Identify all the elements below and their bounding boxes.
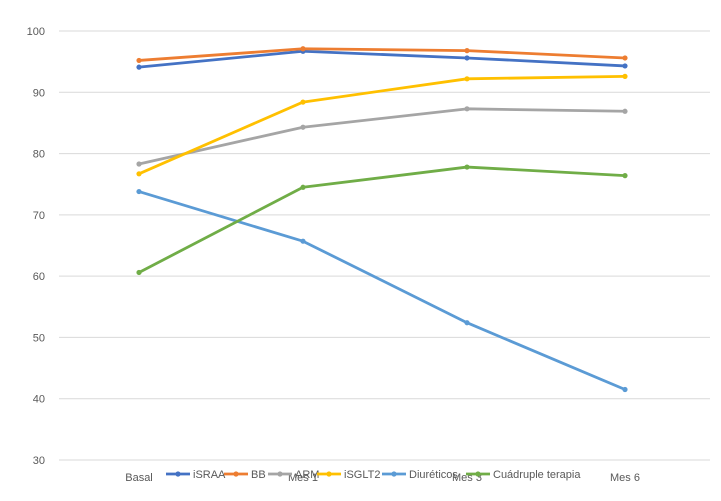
legend-item: BB — [224, 469, 266, 481]
data-point — [464, 164, 470, 170]
y-tick-label: 40 — [33, 394, 45, 406]
data-point — [464, 320, 470, 326]
y-tick-label: 50 — [33, 332, 45, 344]
data-point — [622, 73, 628, 79]
series-line-1 — [137, 47, 627, 62]
data-point — [136, 57, 142, 64]
legend-marker-icon — [475, 471, 481, 477]
legend-item: iSRAA — [166, 469, 226, 481]
data-point — [464, 48, 470, 54]
legend-marker-icon — [175, 471, 181, 477]
legend-item: Cuádruple terapia — [466, 469, 581, 481]
gridlines — [59, 30, 710, 461]
data-point — [622, 386, 628, 393]
data-point — [464, 76, 470, 82]
legend: iSRAA BB ARM iSGLT2 Diuréticos Cuádruple tera… — [166, 469, 581, 481]
y-tick-label: 100 — [27, 26, 45, 38]
data-point — [622, 55, 628, 61]
data-point — [622, 108, 628, 114]
data-point — [136, 161, 142, 167]
data-point — [136, 269, 142, 276]
x-tick-label: Mes 6 — [610, 472, 640, 484]
legend-marker-icon — [233, 471, 239, 477]
series-line-3 — [137, 74, 627, 176]
legend-item: iSGLT2 — [317, 469, 380, 481]
data-point — [464, 55, 470, 61]
data-point — [136, 64, 142, 70]
y-tick-label: 80 — [33, 149, 45, 161]
legend-label: Diuréticos — [409, 469, 458, 481]
legend-label: iSGLT2 — [344, 469, 380, 481]
series-line-4 — [137, 190, 627, 391]
legend-marker-icon — [326, 471, 332, 477]
legend-marker-icon — [277, 471, 283, 477]
data-point — [300, 238, 306, 244]
legend-item: ARM — [268, 469, 319, 481]
data-point — [622, 173, 628, 179]
x-tick-label: Basal — [125, 472, 153, 484]
data-point — [622, 63, 628, 69]
x-axis: Basal Mes 1 Mes 3 Mes 6 — [125, 472, 640, 484]
series-line-5 — [137, 165, 627, 274]
data-point — [300, 184, 306, 190]
data-point — [300, 46, 306, 52]
series-line-2 — [137, 107, 627, 166]
y-axis: 30 40 50 60 70 80 90 100 — [27, 26, 45, 467]
data-point — [136, 188, 142, 195]
legend-label: Cuádruple terapia — [493, 469, 581, 481]
y-tick-label: 70 — [33, 210, 45, 222]
y-tick-label: 30 — [33, 455, 45, 467]
legend-label: ARM — [295, 469, 319, 481]
data-point — [464, 106, 470, 112]
y-tick-label: 90 — [33, 87, 45, 99]
legend-label: BB — [251, 469, 266, 481]
series-line-0 — [137, 49, 627, 69]
data-point — [136, 171, 142, 177]
data-point — [300, 99, 306, 105]
y-tick-label: 60 — [33, 271, 45, 283]
x-tick-label: Mes 1 — [288, 472, 318, 484]
legend-label: iSRAA — [193, 469, 226, 481]
legend-marker-icon — [391, 471, 397, 477]
series-lines — [136, 46, 628, 393]
data-point — [300, 124, 306, 130]
legend-item: Diuréticos — [382, 469, 458, 481]
